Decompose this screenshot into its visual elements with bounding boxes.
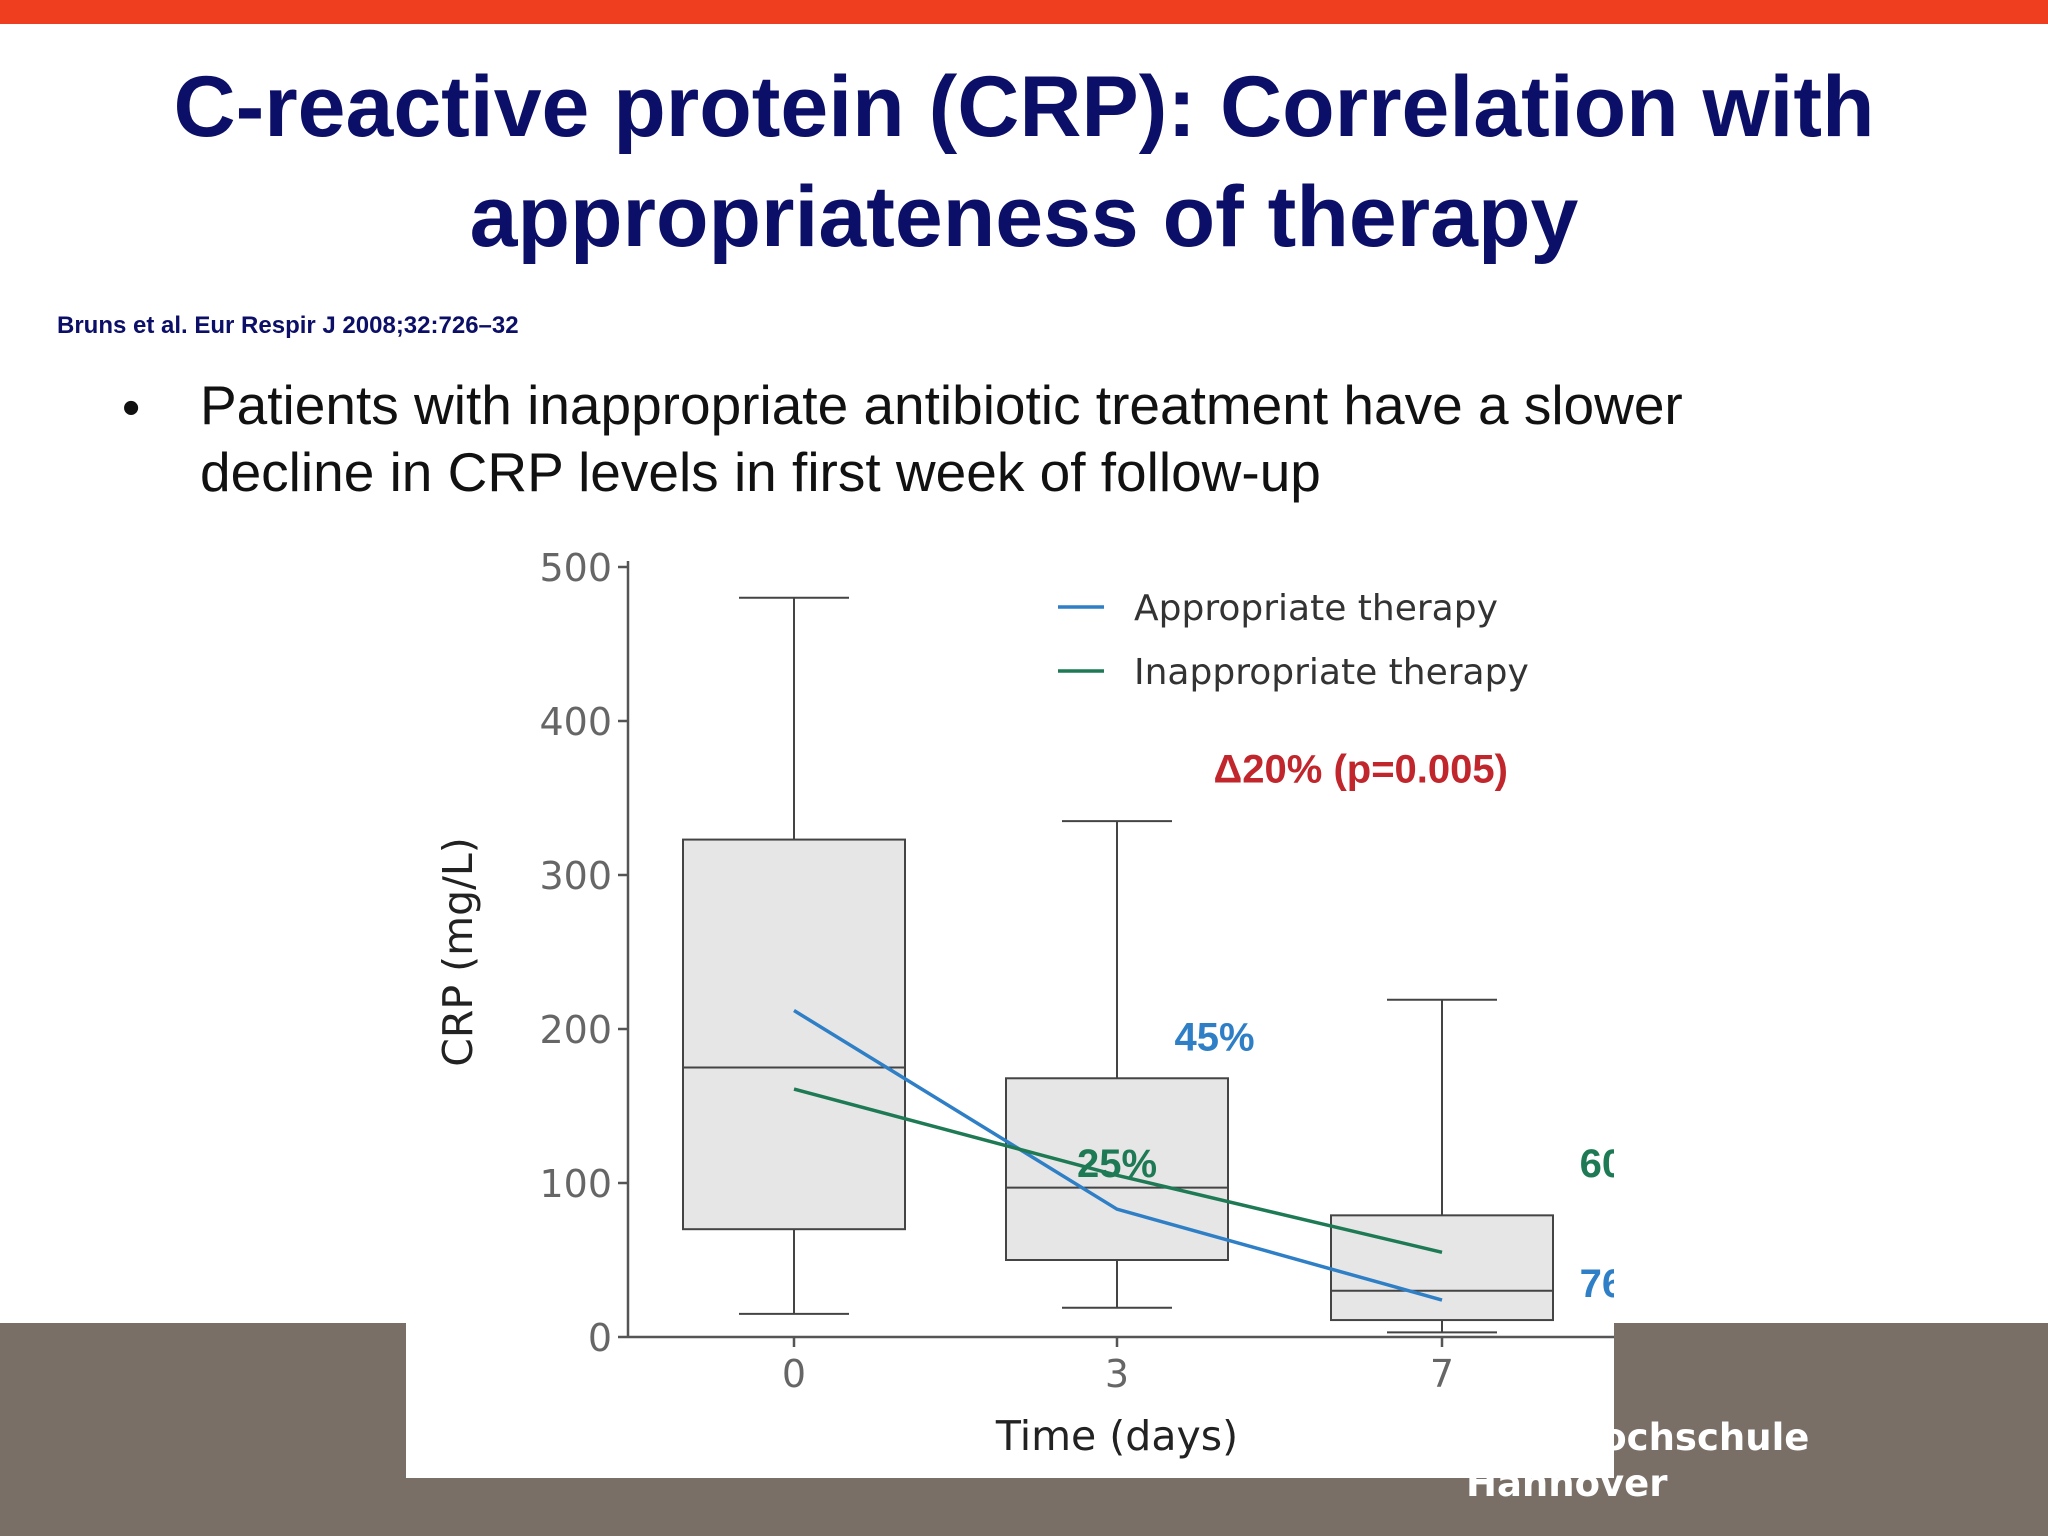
crp-box-plot: 0 100 200 300 400 500 0 3 7 Time (days) CRP (mg/L)… — [434, 546, 1614, 1460]
citation: Bruns et al. Eur Respir J 2008;32:726–32 — [57, 312, 519, 339]
y-tick-label: 400 — [539, 700, 612, 744]
y-tick-label: 500 — [539, 546, 612, 590]
legend-label: Inappropriate therapy — [1134, 652, 1529, 693]
top-accent-bar — [0, 0, 2048, 24]
chart-card: 0 100 200 300 400 500 0 3 7 Time (days) CRP (mg/L)… — [406, 545, 1614, 1478]
y-tick-label: 0 — [588, 1316, 612, 1360]
y-tick-label: 100 — [539, 1162, 612, 1206]
x-axis-label: Time (days) — [995, 1412, 1238, 1460]
series-line — [793, 1087, 1443, 1255]
chart-annotation: Δ20% (p=0.005) — [1214, 748, 1508, 792]
y-tick-label: 200 — [539, 1008, 612, 1052]
chart-annotation: 60% — [1580, 1142, 1614, 1186]
box-iqr — [682, 838, 906, 1231]
x-tick-label: 7 — [1430, 1352, 1454, 1396]
chart-annotation: 76% — [1580, 1262, 1614, 1306]
series-line — [793, 1009, 1443, 1302]
box-iqr — [1330, 1214, 1554, 1322]
chart-annotation: 25% — [1077, 1142, 1157, 1186]
y-tick-label: 300 — [539, 854, 612, 898]
chart-annotation: 45% — [1174, 1016, 1254, 1060]
x-tick-label: 0 — [782, 1352, 806, 1396]
x-tick-label: 3 — [1105, 1352, 1129, 1396]
bullet-text: Patients with inappropriate antibiotic t… — [200, 374, 1683, 503]
slide-title: C-reactive protein (CRP): Correlation wi… — [173, 59, 1875, 265]
legend-label: Appropriate therapy — [1134, 588, 1498, 629]
bullet-marker: • — [122, 379, 141, 437]
y-axis-label: CRP (mg/L) — [434, 837, 482, 1066]
